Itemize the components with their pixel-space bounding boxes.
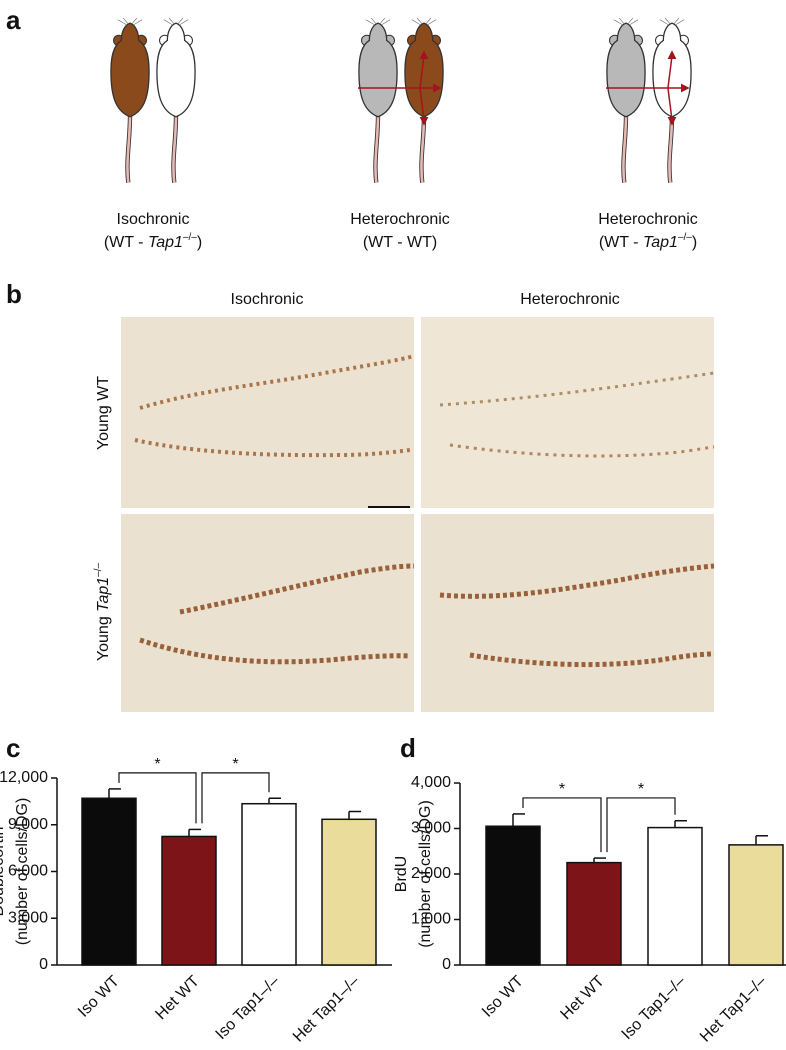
caption: Heterochronic [598, 211, 698, 228]
bar [161, 835, 217, 966]
panel-label: b [6, 279, 22, 309]
panel-label: c [6, 733, 20, 763]
significance-bracket [201, 772, 270, 824]
panel-label: d [400, 733, 416, 763]
bar [647, 826, 703, 966]
row-label: Young WT [95, 376, 112, 450]
bar [566, 861, 622, 966]
row-label: Young Tap1–/– [93, 562, 113, 661]
x-tick-label: Het Tap1–/– [697, 973, 770, 1046]
caption: Heterochronic [350, 211, 450, 228]
y-tick-label: 2,000 [411, 865, 451, 882]
bar [321, 818, 377, 966]
y-tick-label: 4,000 [411, 774, 451, 791]
x-tick-label: Het WT [557, 973, 608, 1024]
x-tick-label: Iso Tap1–/– [212, 973, 282, 1043]
y-tick-label: 3,000 [8, 909, 48, 926]
caption: (WT - WT) [363, 234, 437, 251]
y-axis-label: Doublecortin [0, 827, 7, 917]
bar [728, 844, 784, 966]
x-tick-label: Het WT [152, 973, 203, 1024]
caption: (WT - Tap1–/–) [104, 232, 202, 252]
significance-bracket [606, 797, 676, 853]
y-tick-label: 12,000 [0, 769, 48, 786]
y-tick-label: 3,000 [411, 820, 451, 837]
parabiosis-pair [358, 18, 443, 183]
parabiosis-pair [111, 18, 195, 183]
y-tick-label: 1,000 [411, 911, 451, 928]
micrograph [421, 514, 715, 712]
y-tick-label: 9,000 [8, 816, 48, 833]
micrograph [121, 514, 415, 712]
y-tick-label: 6,000 [8, 863, 48, 880]
significance-bracket [118, 772, 197, 824]
significance-label: * [559, 781, 565, 798]
panel-label: a [6, 5, 21, 35]
y-axis-label: (number of cells/DG) [417, 800, 434, 948]
y-tick-label: 0 [39, 956, 48, 973]
significance-label: * [232, 756, 238, 773]
x-tick-label: Het Tap1–/– [290, 973, 363, 1046]
x-tick-label: Iso Tap1–/– [618, 973, 688, 1043]
bar [81, 797, 137, 966]
x-tick-label: Iso WT [75, 973, 123, 1021]
column-label: Heterochronic [520, 291, 620, 308]
significance-bracket [522, 797, 602, 853]
caption: (WT - Tap1–/–) [599, 232, 697, 252]
x-tick-label: Iso WT [479, 973, 527, 1021]
column-label: Isochronic [231, 291, 304, 308]
y-axis-label: (number of cells/DG) [14, 798, 31, 946]
y-axis-label: BrdU [393, 856, 410, 892]
significance-label: * [638, 781, 644, 798]
parabiosis-pair [606, 18, 691, 183]
micrograph [121, 317, 415, 508]
micrograph [421, 317, 715, 508]
bar [485, 825, 541, 966]
bar [241, 802, 297, 966]
y-tick-label: 0 [442, 956, 451, 973]
caption: Isochronic [117, 211, 190, 228]
significance-label: * [154, 756, 160, 773]
